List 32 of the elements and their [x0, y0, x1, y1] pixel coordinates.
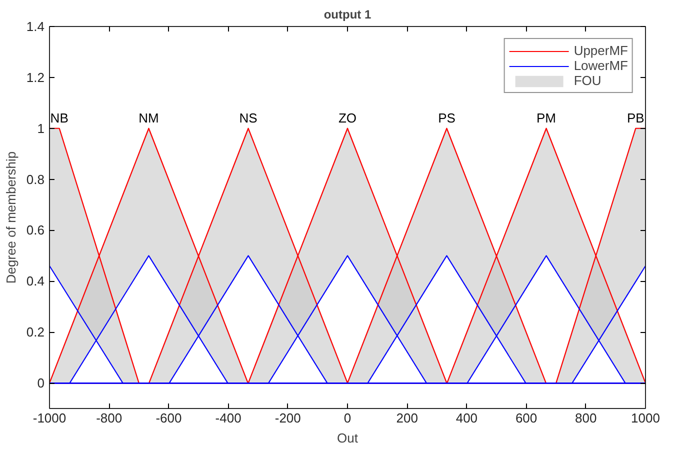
x-tick-label: -400 — [215, 410, 242, 426]
annotation: NB — [50, 110, 68, 126]
y-tick-label: 0.8 — [26, 172, 45, 187]
y-tick-label: 0.4 — [26, 274, 45, 289]
x-tick-label: 600 — [515, 410, 538, 426]
y-tick-label: 1 — [37, 120, 45, 136]
chart-title: output 1 — [324, 8, 372, 22]
annotation: ZO — [338, 110, 357, 126]
x-tick-label: 200 — [396, 410, 418, 426]
annotation: NS — [239, 110, 258, 126]
legend-label: UpperMF — [574, 43, 628, 58]
x-tick-label: -1000 — [32, 410, 66, 426]
y-tick-label: 0.6 — [26, 222, 45, 238]
legend-label: FOU — [574, 73, 602, 88]
x-tick-label: 800 — [575, 410, 597, 426]
annotation: PS — [438, 110, 456, 126]
annotation: PB — [626, 110, 644, 126]
y-axis-title: Degree of membership — [3, 151, 18, 284]
annotation: PM — [536, 110, 556, 126]
x-tick-label: 1000 — [631, 410, 660, 426]
legend-label: LowerMF — [574, 58, 628, 73]
annotation: NM — [138, 110, 159, 126]
y-tick-label: 1.2 — [26, 70, 45, 85]
x-axis-title: Out — [337, 430, 358, 446]
y-tick-label: 0.2 — [26, 324, 45, 340]
x-tick-label: -200 — [274, 410, 301, 426]
x-tick-label: 400 — [456, 410, 478, 426]
x-tick-label: -600 — [156, 410, 182, 426]
x-tick-label: 0 — [344, 410, 352, 426]
y-tick-label: 1.4 — [26, 19, 45, 34]
x-tick-label: -800 — [96, 410, 122, 426]
y-tick-label: 0 — [37, 376, 45, 391]
